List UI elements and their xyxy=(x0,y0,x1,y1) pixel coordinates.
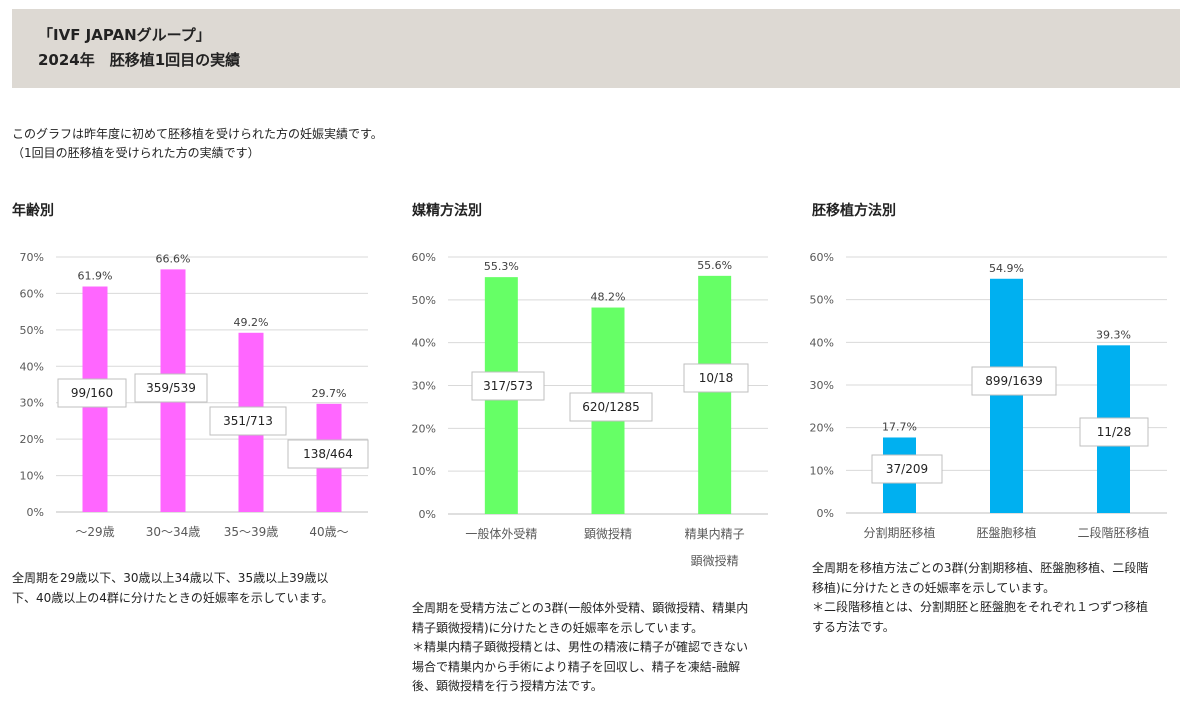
value-label: 55.3% xyxy=(484,260,519,273)
x-category-label: 35～39歳 xyxy=(224,525,279,539)
description-line: ＊精巣内精子顕微授精とは、男性の精液に精子が確認できない xyxy=(412,640,749,654)
x-category-label: ～29歳 xyxy=(75,525,114,539)
section-title-insemination: 媒精方法別 xyxy=(412,203,482,219)
count-label: 37/209 xyxy=(886,462,928,476)
y-tick-label: 10% xyxy=(20,470,44,483)
page-header: 「IVF JAPANグループ」 2024年 胚移植1回目の実績 xyxy=(12,9,1180,88)
value-label: 29.7% xyxy=(312,387,347,400)
description-line: ＊二段階移植とは、分割期胚と胚盤胞をそれぞれ１つずつ移植 xyxy=(812,600,1149,614)
count-label: 620/1285 xyxy=(582,400,640,414)
y-tick-label: 70% xyxy=(20,251,44,264)
x-category-label: 顕微授精 xyxy=(584,526,632,541)
intro-line1: このグラフは昨年度に初めて胚移植を受けられた方の妊娠実績です。 xyxy=(12,127,383,141)
y-tick-label: 30% xyxy=(810,379,834,392)
description-line: 場合で精巣内から手術により精子を回収し、精子を凍結-融解 xyxy=(412,659,741,674)
chart-insemination: 0% 10% 20% 30% 40% 50% 60% 55.3% 317/573 一般体外受精 48… xyxy=(412,243,782,568)
value-label: 49.2% xyxy=(234,316,269,329)
y-tick-label: 30% xyxy=(20,397,44,410)
count-label: 351/713 xyxy=(223,414,273,428)
count-label: 11/28 xyxy=(1097,425,1132,439)
description-line: 移植)に分けたときの妊娠率を示しています。 xyxy=(812,580,1056,595)
x-category-label: 精巣内精子 xyxy=(685,527,745,541)
description-transfer: 全周期を移植方法ごとの3群(分割期移植、胚盤胞移植、二段階 移植)に分けたときの妊… xyxy=(812,559,1187,637)
x-category-label: 30～34歳 xyxy=(146,525,201,539)
count-label-box xyxy=(971,366,1057,396)
count-label-box xyxy=(871,454,943,484)
y-tick-label: 60% xyxy=(810,251,834,264)
chart-transfer-svg: 0% 10% 20% 30% 40% 50% 60% 17.7% 37/209 分割期胚移植 54.… xyxy=(810,251,1167,540)
value-label: 54.9% xyxy=(989,262,1024,275)
chart-transfer: 0% 10% 20% 30% 40% 50% 60% 17.7% 37/209 分割期胚移植 54.… xyxy=(810,243,1182,563)
y-tick-label: 0% xyxy=(27,506,44,519)
count-label-box xyxy=(134,373,208,403)
count-label-box xyxy=(471,371,545,401)
chart-age-svg: 0% 10% 20% 30% 40% 50% 60% 70% 61.9% 99/160 ～29歳 66… xyxy=(20,251,369,539)
description-line: 精子顕微授精)に分けたときの妊娠率を示しています。 xyxy=(412,620,704,635)
y-tick-label: 60% xyxy=(20,287,44,300)
value-label: 48.2% xyxy=(591,291,626,304)
value-label: 55.6% xyxy=(697,259,732,272)
x-category-label: 胚盤胞移植 xyxy=(976,525,1036,540)
y-tick-label: 50% xyxy=(412,294,436,307)
count-label: 138/464 xyxy=(303,447,353,461)
y-tick-label: 10% xyxy=(810,464,834,477)
header-title-line1: 「IVF JAPANグループ」 xyxy=(38,26,211,44)
count-label: 359/539 xyxy=(146,381,196,395)
y-tick-label: 10% xyxy=(412,465,436,478)
description-line: 全周期を移植方法ごとの3群(分割期移植、胚盤胞移植、二段階 xyxy=(812,561,1149,575)
value-label: 39.3% xyxy=(1096,328,1131,341)
count-label: 10/18 xyxy=(699,371,734,385)
description-line: 全周期を29歳以下、30歳以上34歳以下、35歳以上39歳以 xyxy=(12,571,329,585)
y-tick-label: 20% xyxy=(810,422,834,435)
y-tick-label: 60% xyxy=(412,251,436,264)
section-title-age: 年齢別 xyxy=(12,203,54,219)
y-tick-label: 20% xyxy=(20,433,44,446)
count-label: 899/1639 xyxy=(985,374,1043,388)
section-title-transfer: 胚移植方法別 xyxy=(812,203,896,219)
x-category-label: 分割期胚移植 xyxy=(863,525,935,540)
count-label-box xyxy=(1079,417,1149,447)
header-title-line2: 2024年 胚移植1回目の実績 xyxy=(38,51,241,69)
count-label-box xyxy=(287,439,369,469)
count-label-box xyxy=(209,406,287,436)
description-line: 下、40歳以上の4群に分けたときの妊娠率を示しています。 xyxy=(12,590,334,605)
value-label: 66.6% xyxy=(156,252,191,265)
intro-line2: （1回目の胚移植を受けられた方の実績です） xyxy=(12,146,260,160)
value-label: 61.9% xyxy=(78,270,113,283)
chart-insemination-svg: 0% 10% 20% 30% 40% 50% 60% 55.3% 317/573 一般体外受精 48… xyxy=(412,251,768,568)
value-label: 17.7% xyxy=(882,420,917,433)
x-category-label: 二段階胚移植 xyxy=(1077,525,1149,540)
y-tick-label: 0% xyxy=(817,507,834,520)
count-label-box xyxy=(683,363,749,393)
count-label: 317/573 xyxy=(483,379,533,393)
y-tick-label: 40% xyxy=(412,337,436,350)
description-line: する方法です。 xyxy=(812,619,895,634)
y-tick-label: 40% xyxy=(810,336,834,349)
bar xyxy=(698,275,732,514)
x-category-label: 顕微授精 xyxy=(691,553,739,568)
intro-text: このグラフは昨年度に初めて胚移植を受けられた方の妊娠実績です。 （1回目の胚移植… xyxy=(12,125,383,163)
y-tick-label: 30% xyxy=(412,380,436,393)
description-line: 全周期を受精方法ごとの3群(一般体外受精、顕微授精、精巣内 xyxy=(412,601,749,615)
count-label-box xyxy=(569,392,653,422)
x-category-label: 一般体外受精 xyxy=(465,526,537,541)
description-line: 後、顕微授精を行う授精方法です。 xyxy=(412,679,603,693)
bar xyxy=(990,278,1023,513)
count-label-box xyxy=(57,378,127,408)
y-tick-label: 50% xyxy=(20,324,44,337)
description-insemination: 全周期を受精方法ごとの3群(一般体外受精、顕微授精、精巣内 精子顕微授精)に分けた… xyxy=(412,599,792,697)
chart-age: 0% 10% 20% 30% 40% 50% 60% 70% 61.9% 99/160 ～29歳 66… xyxy=(12,243,382,563)
x-category-label: 40歳～ xyxy=(309,525,348,539)
y-tick-label: 40% xyxy=(20,360,44,373)
description-age: 全周期を29歳以下、30歳以上34歳以下、35歳以上39歳以 下、40歳以上の4群… xyxy=(12,569,392,608)
y-tick-label: 50% xyxy=(810,294,834,307)
y-tick-label: 0% xyxy=(419,508,436,521)
y-tick-label: 20% xyxy=(412,422,436,435)
count-label: 99/160 xyxy=(71,386,113,400)
